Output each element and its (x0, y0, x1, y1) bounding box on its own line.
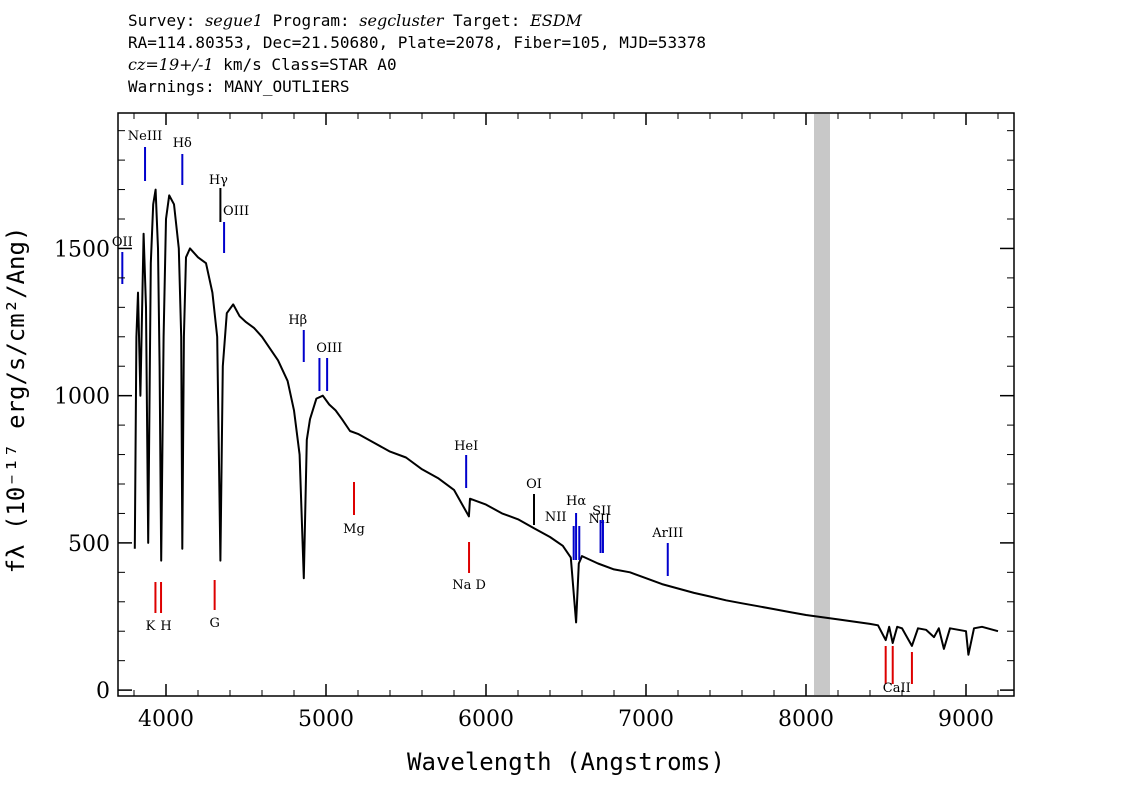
y-tick-label: 0 (96, 679, 110, 704)
header-line-warnings: Warnings: MANY_OUTLIERS (128, 77, 350, 96)
marker-label: OIII (223, 204, 249, 219)
masked-band-layer (814, 114, 830, 695)
line-marker-na-d: Na D (452, 542, 486, 593)
spectrum-layer (133, 188, 999, 656)
marker-label: Hγ (209, 173, 228, 188)
marker-label: NeIII (128, 129, 162, 144)
x-tick-label: 7000 (618, 707, 674, 732)
marker-label: ArIII (651, 526, 683, 541)
line-marker-h-: Hγ (209, 173, 228, 222)
y-tick-label: 1500 (54, 237, 110, 262)
program-name: segcluster (359, 11, 444, 30)
x-tick-label: 5000 (298, 707, 354, 732)
marker-label: Hδ (173, 136, 192, 151)
line-marker-k: K (146, 582, 157, 634)
line-marker-oiii: OIII (316, 341, 342, 391)
marker-label: Mg (343, 522, 365, 537)
line-marker-nii: NII (578, 512, 610, 560)
line-marker-nii: NII (545, 510, 575, 560)
line-marker-oiii: OIII (223, 204, 249, 253)
marker-label: CaII (883, 681, 911, 696)
line-marker-mg: Mg (343, 482, 365, 537)
marker-label: K (146, 619, 156, 634)
marker-label: NII (588, 512, 610, 527)
marker-label: OI (526, 477, 542, 492)
x-tick-label: 8000 (778, 707, 834, 732)
line-marker-oii: OII (112, 235, 133, 284)
marker-label: Hα (566, 494, 586, 509)
line-marker-neiii: NeIII (128, 129, 162, 181)
axis-ticks: 4000 5000 6000 7000 8000 9000 0 500 1000 1500 (54, 113, 1014, 732)
marker-label: NII (545, 510, 567, 525)
target-name: ESDM (530, 11, 582, 30)
marker-label: SII (592, 504, 611, 519)
x-tick-label: 9000 (938, 707, 994, 732)
spectrum-header: Survey: segue1 Program: segcluster Targe… (128, 10, 706, 98)
y-axis-title: fλ (10⁻¹⁷ erg/s/cm²/Ang) (2, 227, 30, 574)
line-marker-h-: Hα (566, 494, 586, 560)
marker-label: H (160, 619, 171, 634)
redshift-value: cz=19+/-1 (128, 55, 214, 74)
marker-label: Hβ (288, 313, 307, 328)
spectrum-line-0 (133, 188, 999, 656)
header-line-coordinates: RA=114.80353, Dec=21.50680, Plate=2078, … (128, 33, 706, 52)
marker-label: HeI (454, 439, 478, 454)
line-marker-g: G (209, 580, 220, 631)
x-tick-label: 6000 (458, 707, 514, 732)
line-marker-oi: OI (526, 477, 542, 525)
header-line-survey: Survey: segue1 Program: segcluster Targe… (128, 11, 582, 30)
line-marker-hei: HeI (454, 439, 478, 488)
line-marker-h: H (160, 582, 172, 634)
survey-name: segue1 (205, 11, 263, 30)
line-marker-caii: CaII (883, 646, 913, 696)
marker-label: OII (112, 235, 133, 250)
marker-label: G (209, 616, 219, 631)
header-line-redshift: cz=19+/-1 km/s Class=STAR A0 (128, 55, 397, 74)
marker-label: Na D (452, 578, 486, 593)
line-marker-ariii: ArIII (651, 526, 683, 576)
line-marker-h-: Hβ (288, 313, 307, 362)
masked-band (814, 114, 830, 695)
y-tick-label: 500 (68, 532, 110, 557)
x-tick-label: 4000 (138, 707, 194, 732)
line-marker-sii: SII (592, 504, 611, 553)
x-axis-title: Wavelength (Angstroms) (407, 748, 725, 776)
marker-label: OIII (316, 341, 342, 356)
line-marker-h-: Hδ (173, 136, 192, 185)
y-tick-label: 1000 (54, 385, 110, 410)
plot-frame (117, 112, 1015, 697)
